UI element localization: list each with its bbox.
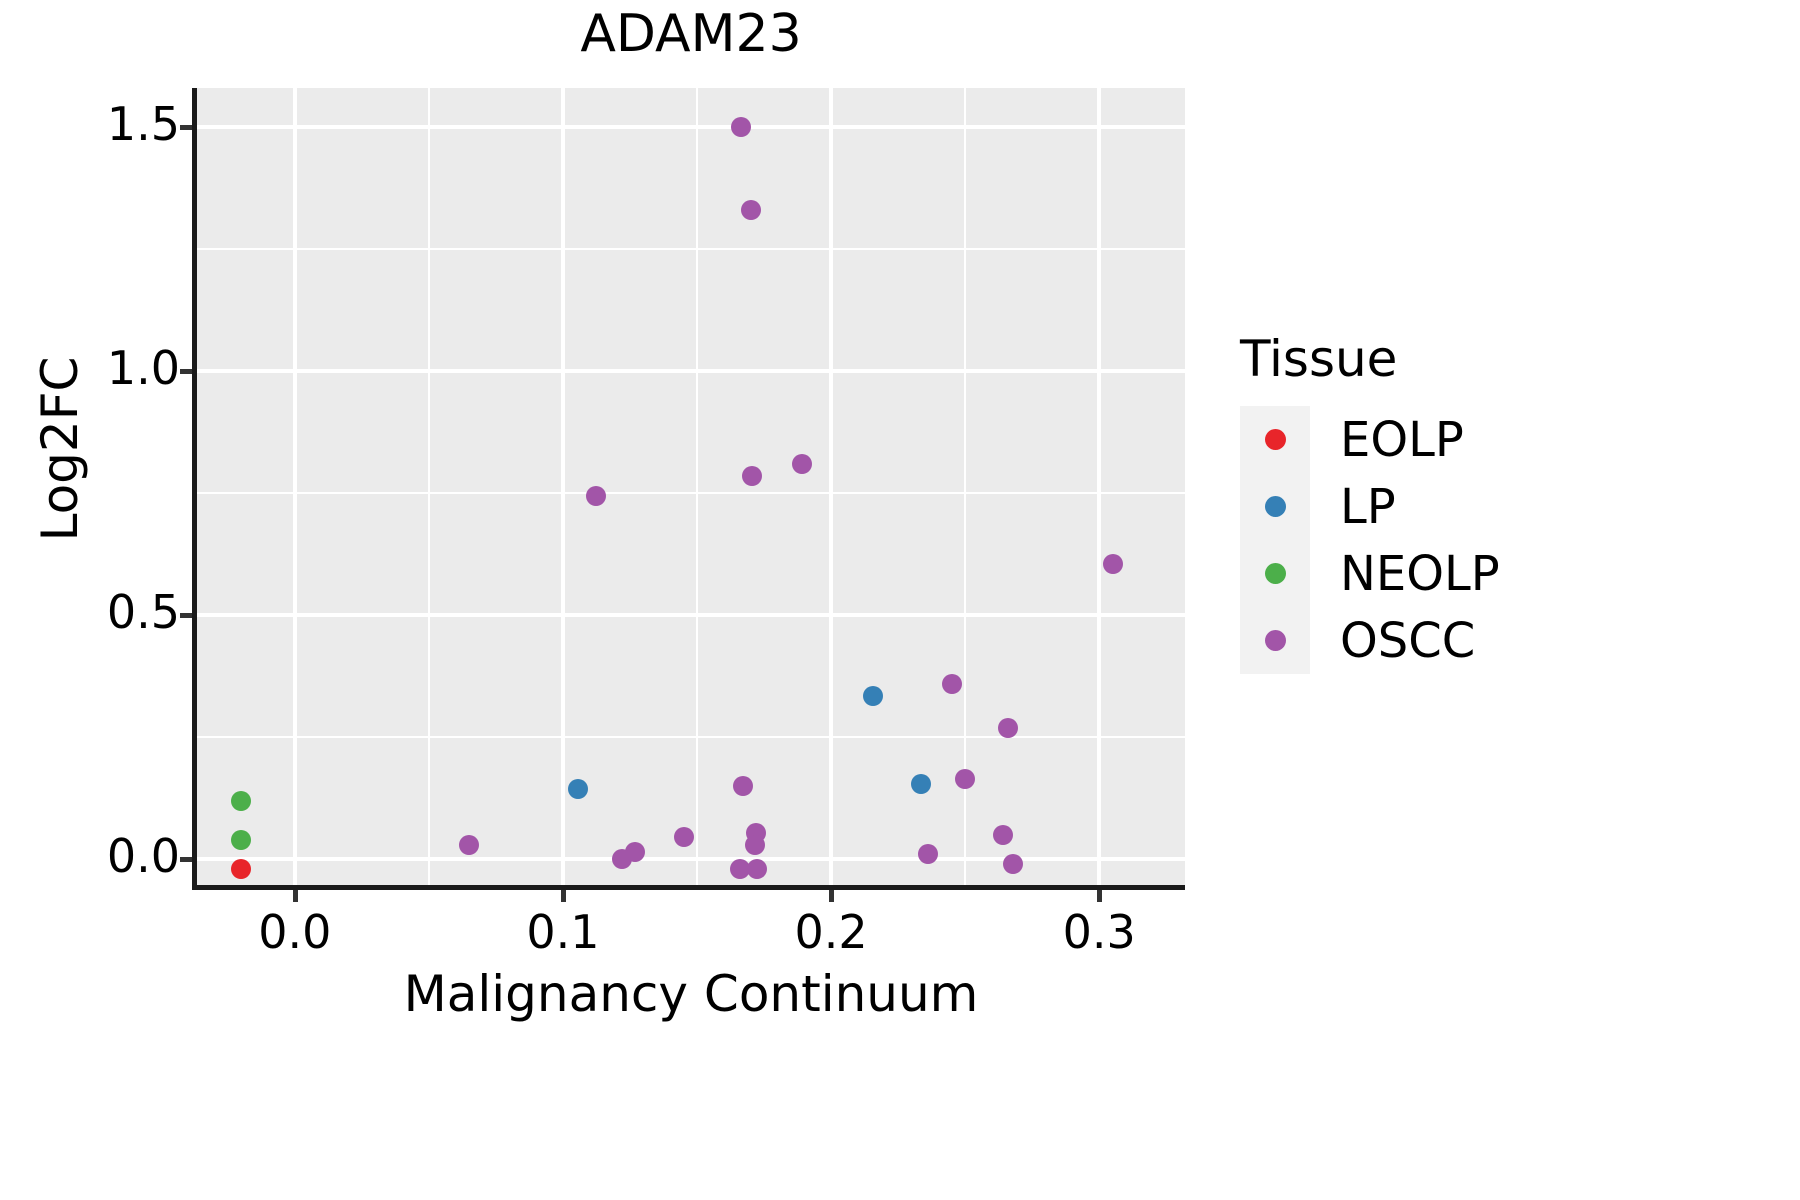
- data-point-oscc: [791, 453, 812, 474]
- gridline-major-horizontal: [197, 369, 1185, 374]
- data-point-oscc: [955, 768, 976, 789]
- data-point-oscc: [998, 717, 1019, 738]
- gridline-minor-horizontal: [197, 736, 1185, 739]
- legend-item-label: LP: [1340, 478, 1396, 535]
- legend-dot-icon: [1264, 429, 1286, 450]
- data-point-oscc: [1003, 854, 1024, 875]
- legend-key-swatch: [1240, 473, 1310, 540]
- gridline-minor-horizontal: [197, 248, 1185, 251]
- gridline-major-horizontal: [197, 125, 1185, 130]
- x-tick-label: 0.2: [794, 905, 868, 959]
- legend-title: Tissue: [1240, 330, 1398, 388]
- data-point-oscc: [744, 834, 765, 855]
- legend-item-label: OSCC: [1340, 612, 1476, 669]
- legend-item-eolp[interactable]: EOLP: [1240, 406, 1670, 473]
- data-point-oscc: [586, 485, 607, 506]
- legend-items: EOLP LP NEOLP OSCC: [1240, 406, 1670, 674]
- data-point-neolp: [231, 829, 252, 850]
- gridline-major-horizontal: [197, 857, 1185, 862]
- data-point-oscc: [673, 827, 694, 848]
- y-tick-mark: [180, 125, 192, 131]
- x-tick-label: 0.0: [258, 905, 332, 959]
- legend-item-label: EOLP: [1340, 411, 1464, 468]
- data-point-oscc: [741, 466, 762, 487]
- gridline-minor-vertical: [696, 88, 699, 885]
- data-point-oscc: [732, 776, 753, 797]
- legend-key-swatch: [1240, 406, 1310, 473]
- gridline-major-vertical: [829, 88, 834, 885]
- data-point-oscc: [992, 824, 1013, 845]
- x-axis-line: [192, 885, 1185, 890]
- y-tick-label: 0.5: [106, 585, 180, 640]
- gridline-minor-horizontal: [197, 492, 1185, 495]
- data-point-oscc: [917, 844, 938, 865]
- legend-key-swatch: [1240, 540, 1310, 607]
- y-tick-mark: [180, 857, 192, 863]
- x-axis-label: Malignancy Continuum: [403, 965, 979, 1023]
- x-tick-mark: [292, 890, 298, 902]
- x-tick-mark: [829, 890, 835, 902]
- gridline-minor-vertical: [427, 88, 430, 885]
- data-point-eolp: [231, 859, 252, 880]
- gridline-major-horizontal: [197, 613, 1185, 618]
- gridline-major-vertical: [560, 88, 565, 885]
- data-point-oscc: [459, 834, 480, 855]
- x-tick-mark: [560, 890, 566, 902]
- legend-item-oscc[interactable]: OSCC: [1240, 607, 1670, 674]
- data-point-oscc: [731, 117, 752, 138]
- data-point-oscc: [740, 200, 761, 221]
- plot-panel: [197, 88, 1185, 885]
- data-point-lp: [567, 778, 588, 799]
- page-title: ADAM23: [580, 4, 802, 64]
- legend-dot-icon: [1264, 496, 1286, 517]
- legend: Tissue EOLP LP NEOLP OSCC: [1240, 330, 1670, 674]
- legend-dot-icon: [1264, 563, 1286, 584]
- legend-item-lp[interactable]: LP: [1240, 473, 1670, 540]
- data-point-oscc: [611, 849, 632, 870]
- legend-key-background: [1240, 406, 1310, 674]
- x-tick-mark: [1097, 890, 1103, 902]
- x-tick-label: 0.3: [1062, 905, 1136, 959]
- gridline-major-vertical: [1097, 88, 1102, 885]
- y-axis-label: Log2FC: [31, 356, 89, 542]
- data-point-lp: [862, 685, 883, 706]
- data-point-oscc: [941, 673, 962, 694]
- data-point-lp: [910, 773, 931, 794]
- legend-dot-icon: [1264, 630, 1286, 651]
- y-tick-label: 1.0: [106, 341, 180, 396]
- y-tick-mark: [180, 369, 192, 375]
- y-tick-label: 1.5: [106, 97, 180, 152]
- y-tick-mark: [180, 613, 192, 619]
- legend-key-swatch: [1240, 607, 1310, 674]
- legend-item-neolp[interactable]: NEOLP: [1240, 540, 1670, 607]
- data-point-neolp: [231, 790, 252, 811]
- gridline-minor-vertical: [964, 88, 967, 885]
- data-point-oscc: [747, 859, 768, 880]
- legend-item-label: NEOLP: [1340, 545, 1500, 602]
- y-axis-line: [192, 88, 197, 885]
- x-tick-label: 0.1: [526, 905, 600, 959]
- gridline-major-vertical: [292, 88, 297, 885]
- y-tick-label: 0.0: [106, 829, 180, 884]
- data-point-oscc: [729, 859, 750, 880]
- data-point-oscc: [1102, 554, 1123, 574]
